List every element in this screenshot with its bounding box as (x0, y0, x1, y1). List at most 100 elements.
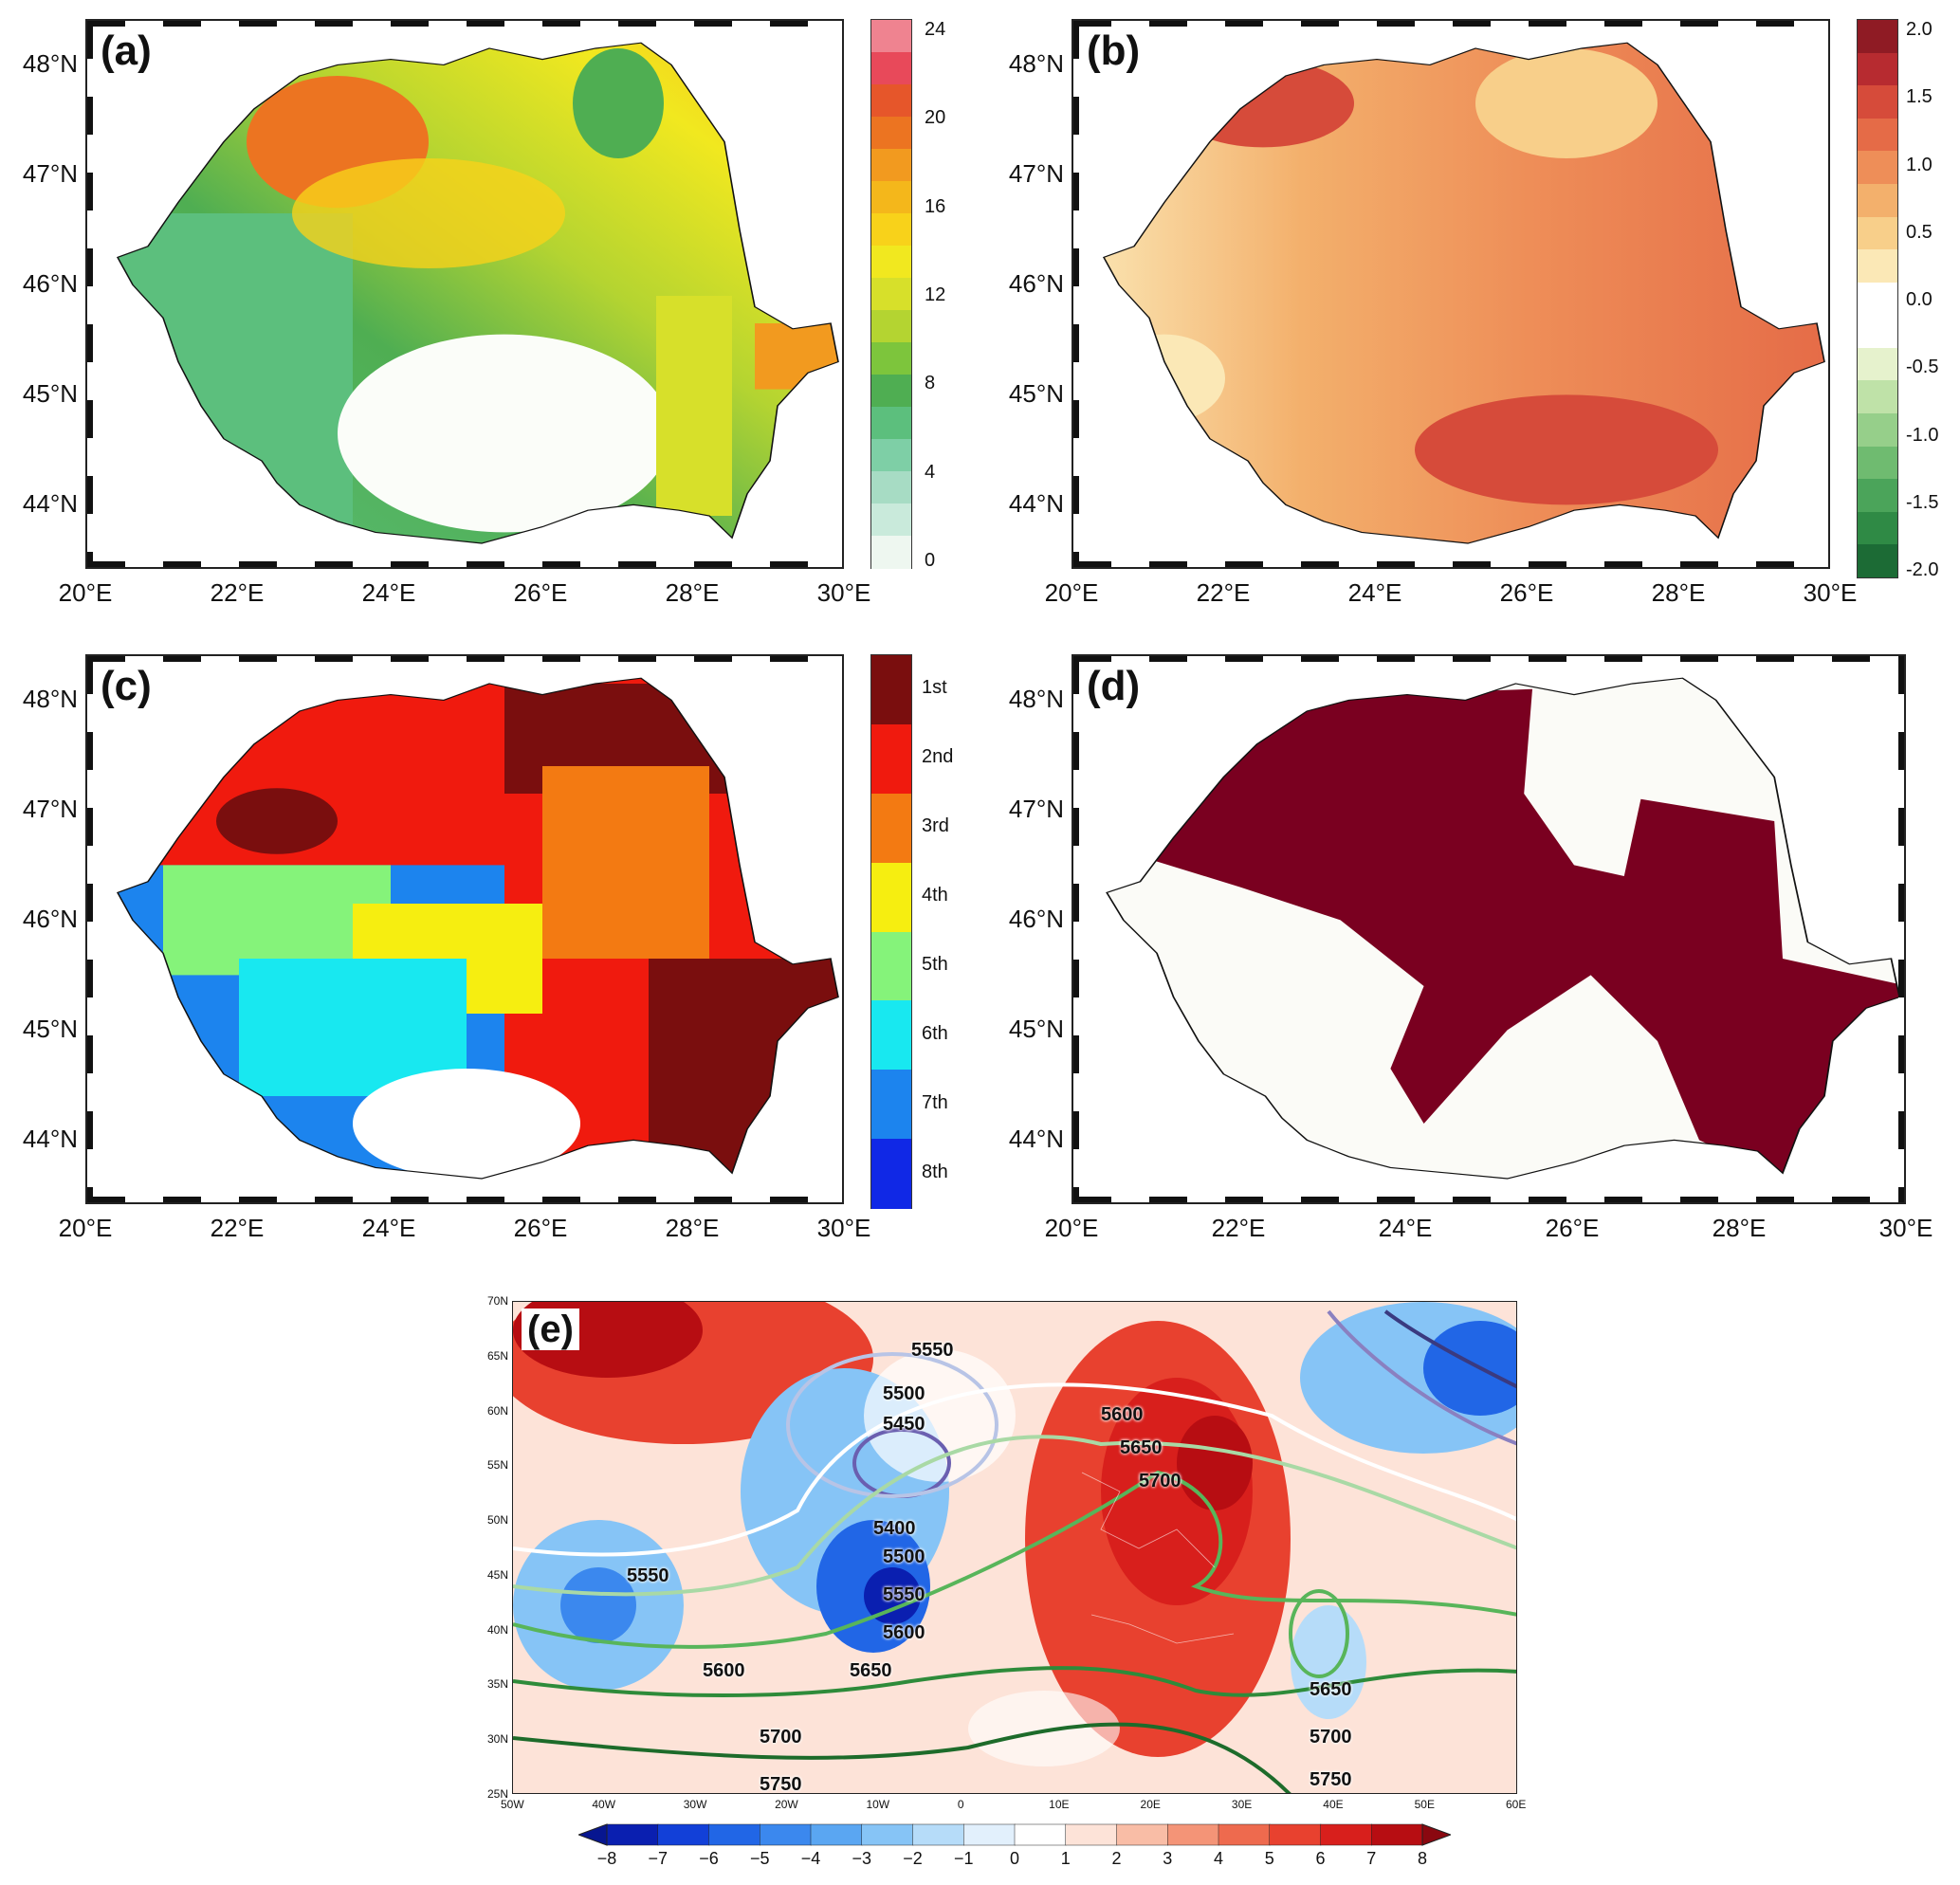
panel-e-lat-tick: 45N (486, 1567, 508, 1582)
colorbar-tick-label: 0 (925, 550, 936, 571)
panel-a-romania-map (87, 21, 844, 569)
colorbar-segment (1858, 151, 1897, 185)
panel-d-lon-label: 24°E (1378, 1214, 1433, 1242)
colorbar-tick-label: 1.0 (1906, 154, 1933, 175)
panel-e-lat-tick: 60N (486, 1403, 508, 1418)
panel-d-lat-label: 48°N (1008, 685, 1064, 714)
colorbar-segment (871, 278, 911, 311)
colorbar-segment (1858, 183, 1897, 218)
contour-label: 5750 (1310, 1769, 1352, 1790)
colorbar-category-4th (871, 862, 911, 932)
panel-b-lat-label: 44°N (1008, 489, 1064, 519)
panel-e-colorbar (578, 1823, 1451, 1846)
panel-a-lon-label: 22°E (210, 578, 265, 607)
panel-e-map: 5550 5500 5450 5400 5600 5650 5700 5500 5550 5600… (512, 1301, 1517, 1794)
panel-e-lon-tick: 10E (1049, 1798, 1070, 1811)
colorbar-segment (871, 439, 911, 472)
panel-b-lat-label: 45°N (1008, 379, 1064, 409)
colorbar-category-8th (871, 1139, 911, 1209)
panel-e-lat-tick: 25N (486, 1787, 508, 1801)
colorbar-segment (871, 149, 911, 182)
colorbar-segment (1858, 446, 1897, 480)
panel-d: (d) 48°N 47°N 46°N 45°N 44°N 20°E 22°E 24°E 26°E… (986, 635, 1960, 1261)
colorbar-tick-label: −1 (953, 1849, 974, 1868)
colorbar-tick-label: −4 (800, 1849, 821, 1868)
colorbar-segment (871, 20, 911, 53)
colorbar-category-2nd (871, 723, 911, 795)
panel-e-lon-tick: 50E (1414, 1798, 1435, 1811)
colorbar-tick-label: -0.5 (1906, 357, 1939, 378)
panel-d-romania-map (1073, 656, 1906, 1204)
colorbar-tick-label: −7 (648, 1849, 669, 1868)
panel-b-lon-label: 26°E (1499, 578, 1554, 607)
panel-c-colorbar (870, 654, 912, 1209)
panel-e-label: (e) (522, 1309, 579, 1350)
panel-d-lon-label: 20°E (1044, 1214, 1099, 1242)
colorbar-tick-label: 8 (925, 373, 936, 394)
panel-b-lat-label: 46°N (1008, 269, 1064, 299)
colorbar-segment (606, 1823, 659, 1846)
colorbar-tick-label: 2 (1111, 1849, 1122, 1868)
colorbar-tick-label: 16 (925, 195, 946, 217)
panel-d-label: (d) (1081, 663, 1146, 710)
colorbar-category-6th (871, 1000, 911, 1071)
panel-c-label: (c) (95, 663, 157, 710)
panel-b-lat-label: 48°N (1008, 49, 1064, 79)
panel-a-lon-label: 24°E (361, 578, 416, 607)
panel-a-colorbar (870, 19, 912, 569)
colorbar-segment (1858, 380, 1897, 414)
colorbar-segment (1371, 1823, 1423, 1846)
panel-e-lon-tick: 10W (866, 1798, 890, 1811)
colorbar-tick-label: -1.0 (1906, 424, 1939, 446)
panel-a: (a) 24 20 16 12 8 4 0 48°N 47°N 46°N 45°N 44°N 20°E… (0, 0, 967, 626)
colorbar-tick-label: 1 (1060, 1849, 1071, 1868)
panel-e-lon-tick: 40W (592, 1798, 616, 1811)
colorbar-category-label: 1st (922, 677, 947, 699)
panel-c-lon-label: 28°E (665, 1214, 720, 1242)
colorbar-tick-label: −8 (596, 1849, 617, 1868)
colorbar-category-label: 7th (922, 1091, 948, 1113)
colorbar-segment (1858, 249, 1897, 284)
panel-b-lon-label: 20°E (1044, 578, 1099, 607)
colorbar-category-1st (871, 655, 911, 725)
panel-e-lat-tick: 30N (486, 1732, 508, 1747)
panel-a-lat-label: 46°N (22, 269, 78, 299)
panel-e-lon-tick: 40E (1323, 1798, 1344, 1811)
contour-label: 5700 (1139, 1471, 1181, 1492)
panel-b-lon-label: 28°E (1651, 578, 1706, 607)
colorbar-segment (1858, 413, 1897, 448)
panel-a-colorbar-ticks: 24 20 16 12 8 4 0 (925, 19, 962, 571)
colorbar-segment (871, 536, 911, 569)
colorbar-segment (963, 1823, 1016, 1846)
colorbar-segment (871, 310, 911, 343)
colorbar-segment (871, 503, 911, 537)
panel-b-colorbar (1857, 19, 1898, 578)
panel-d-lon-label: 28°E (1712, 1214, 1767, 1242)
contour-label: 5500 (883, 1383, 925, 1404)
colorbar-segment (871, 471, 911, 504)
contour-label: 5550 (883, 1584, 925, 1605)
colorbar-category-label: 2nd (922, 746, 954, 768)
colorbar-tick-label: 2.0 (1906, 19, 1933, 40)
panel-c-lon-label: 22°E (210, 1214, 265, 1242)
colorbar-tick-label: 20 (925, 107, 946, 129)
colorbar-segment (1065, 1823, 1118, 1846)
panel-b-lon-label: 24°E (1347, 578, 1402, 607)
colorbar-segment (871, 52, 911, 85)
panel-a-lat-label: 45°N (22, 379, 78, 409)
colorbar-segment (1014, 1823, 1067, 1846)
panel-c-lat-label: 48°N (22, 685, 78, 714)
colorbar-tick-label: −2 (903, 1849, 923, 1868)
colorbar-tick-label: 0 (1009, 1849, 1019, 1868)
colorbar-segment (1218, 1823, 1271, 1846)
panel-a-lon-label: 28°E (665, 578, 720, 607)
colorbar-tick-label: 0.5 (1906, 221, 1933, 243)
panel-d-lat-label: 45°N (1008, 1015, 1064, 1044)
panel-a-lon-label: 20°E (58, 578, 113, 607)
panel-d-lon-label: 22°E (1211, 1214, 1266, 1242)
panel-c-lon-label: 26°E (513, 1214, 568, 1242)
panel-c-lon-label: 30°E (816, 1214, 871, 1242)
contour-label: 5600 (883, 1622, 925, 1643)
colorbar-tick-label: 7 (1366, 1849, 1377, 1868)
colorbar-segment (871, 84, 911, 118)
